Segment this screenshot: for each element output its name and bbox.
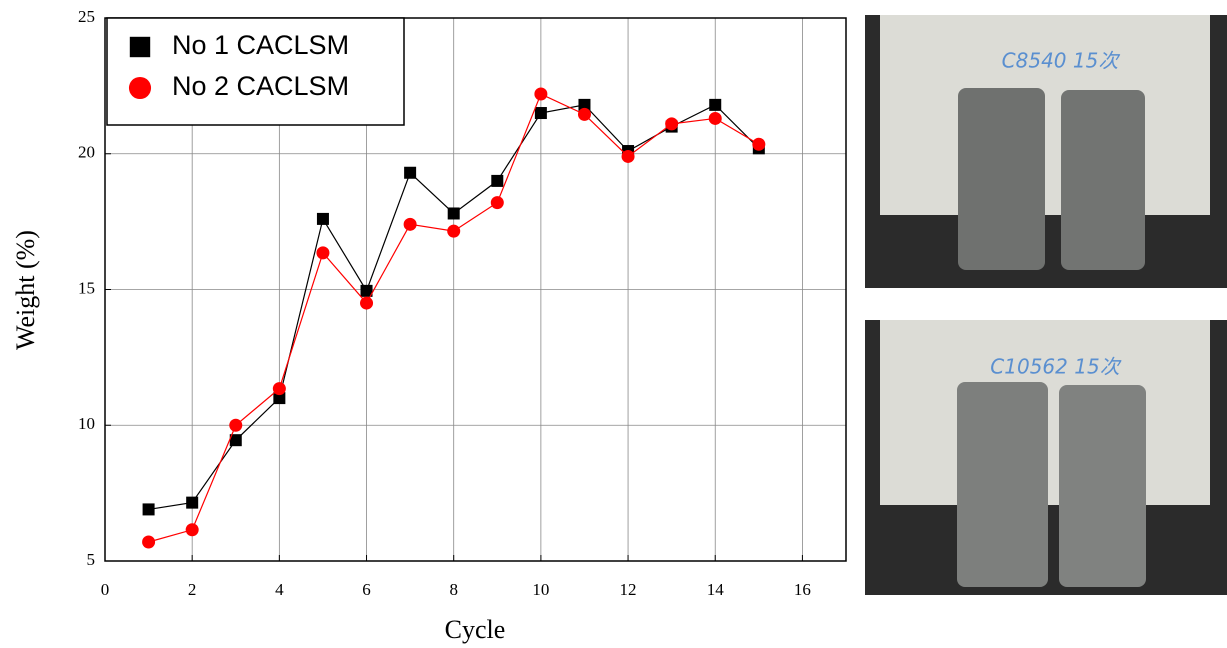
marker xyxy=(534,87,548,101)
legend-marker xyxy=(128,76,152,100)
marker xyxy=(578,98,591,111)
marker xyxy=(404,166,417,179)
photo-label: C10562 15次 xyxy=(990,355,1121,379)
marker xyxy=(186,496,199,509)
photo-label: C8540 15次 xyxy=(1002,49,1121,73)
marker xyxy=(621,149,635,163)
x-axis-label: Cycle xyxy=(445,615,506,644)
marker xyxy=(272,382,286,396)
x-tick-label: 14 xyxy=(707,580,725,599)
marker xyxy=(360,296,374,310)
marker xyxy=(534,107,547,120)
x-tick-label: 4 xyxy=(275,580,284,599)
y-tick-label: 25 xyxy=(78,7,95,26)
marker xyxy=(316,212,329,225)
y-tick-label: 20 xyxy=(78,143,95,162)
x-tick-label: 16 xyxy=(794,580,811,599)
marker xyxy=(403,217,417,231)
y-tick-label: 5 xyxy=(87,550,96,569)
marker xyxy=(577,107,591,121)
y-tick-label: 15 xyxy=(78,278,95,297)
x-tick-label: 8 xyxy=(449,580,458,599)
marker xyxy=(447,207,460,220)
x-tick-label: 12 xyxy=(620,580,637,599)
marker xyxy=(316,246,330,260)
legend-marker xyxy=(129,36,151,58)
x-tick-label: 10 xyxy=(532,580,549,599)
legend-label: No 1 CACLSM xyxy=(172,30,349,60)
legend: No 1 CACLSM No 2 CACLSM xyxy=(106,17,405,126)
marker xyxy=(708,111,722,125)
marker xyxy=(709,98,722,111)
marker xyxy=(273,392,286,405)
photo-1: C8540 15次 xyxy=(865,15,1227,288)
marker xyxy=(229,418,243,432)
marker xyxy=(665,117,679,131)
marker xyxy=(360,284,373,297)
marker xyxy=(229,434,242,447)
legend-label: No 2 CACLSM xyxy=(172,71,349,101)
marker xyxy=(490,196,504,210)
marker xyxy=(185,523,199,537)
legend-box xyxy=(106,17,405,126)
photo-2: C10562 15次 xyxy=(865,320,1227,595)
marker xyxy=(142,535,156,549)
y-tick-label: 10 xyxy=(78,414,95,433)
marker xyxy=(491,174,504,187)
x-tick-label: 0 xyxy=(101,580,110,599)
x-tick-label: 6 xyxy=(362,580,371,599)
x-tick-label: 2 xyxy=(188,580,197,599)
marker xyxy=(447,224,461,238)
marker xyxy=(142,503,155,516)
y-axis-label: Weight (%) xyxy=(11,230,40,350)
marker xyxy=(752,137,766,151)
